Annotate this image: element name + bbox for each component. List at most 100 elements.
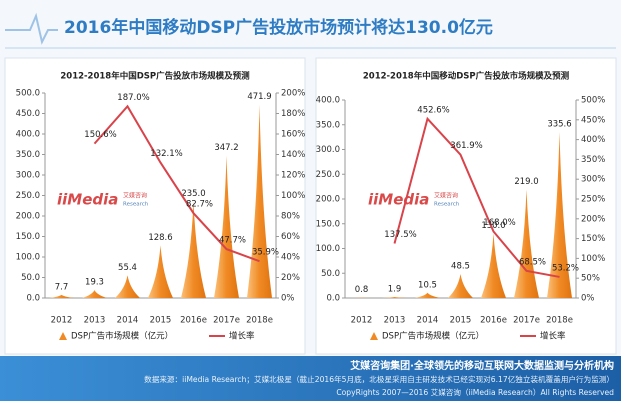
x-tick-label: 2014	[117, 316, 139, 326]
y-tick-label: 0.0	[326, 294, 340, 304]
line-value-label: 137.5%	[384, 230, 416, 240]
bar	[213, 155, 240, 298]
x-tick-label: 2017e	[213, 316, 240, 326]
bar-value-label: 471.9	[247, 92, 271, 102]
line-value-label: 68.5%	[519, 257, 546, 267]
y-tick-label: 250.0	[316, 170, 340, 180]
bar-value-label: 130.0	[481, 221, 505, 231]
x-tick-label: 2017e	[513, 316, 540, 326]
line-value-label: 53.2%	[552, 263, 579, 273]
bar-value-label: 10.5	[418, 280, 437, 290]
y-tick-label: 350.0	[16, 150, 40, 160]
footer-slogan: 艾媒咨询集团·全球领先的移动互联网大数据监测与分析机构	[350, 359, 614, 372]
x-tick-label: 2013	[84, 316, 106, 326]
y-tick-label: 500.0	[16, 89, 40, 99]
y2-tick-label: 60%	[281, 232, 300, 242]
legend-label: DSP广告市场规模（亿元）	[71, 331, 173, 342]
legend-label: 增长率	[540, 331, 566, 342]
y-tick-label: 350.0	[316, 120, 340, 130]
x-tick-label: 2018e	[246, 316, 273, 326]
watermark-en: Research	[434, 202, 460, 208]
header-icon	[5, 12, 58, 45]
bar	[381, 297, 408, 298]
bar-value-label: 235.0	[181, 189, 205, 199]
header-title: 2016年中国移动DSP广告投放市场预计将达130.0亿元	[64, 17, 493, 38]
watermark-en: Research	[123, 202, 149, 208]
y2-tick-label: 120%	[281, 171, 305, 181]
y-tick-label: 400.0	[316, 96, 340, 106]
y2-tick-label: 80%	[281, 212, 300, 222]
line-value-label: 150.6%	[84, 130, 116, 140]
bar-value-label: 55.4	[118, 263, 137, 273]
line-value-label: 452.6%	[417, 105, 449, 115]
y2-tick-label: 250%	[581, 195, 605, 205]
y-tick-label: 100.0	[16, 253, 40, 263]
y-tick-label: 400.0	[16, 130, 40, 140]
y-tick-label: 250.0	[16, 191, 40, 201]
x-tick-label: 2012	[351, 316, 373, 326]
y2-tick-label: 100%	[581, 254, 605, 264]
bar-value-label: 0.8	[355, 285, 369, 295]
line-value-label: 47.7%	[219, 236, 246, 246]
bar	[513, 189, 540, 298]
line-value-label: 187.0%	[117, 93, 149, 103]
watermark-cn: 艾媒咨询	[434, 192, 458, 200]
x-tick-label: 2013	[384, 316, 406, 326]
line-value-label: 132.1%	[150, 149, 182, 159]
x-tick-label: 2012	[51, 316, 73, 326]
y-tick-label: 200.0	[316, 195, 340, 205]
y2-tick-label: 160%	[281, 130, 305, 140]
growth-line	[93, 104, 260, 263]
y2-tick-label: 50%	[581, 274, 600, 284]
y2-tick-label: 500%	[581, 96, 605, 106]
y2-tick-label: 200%	[581, 214, 605, 224]
footer-copyright: CopyRights 2007—2016 艾媒咨询（iiMedia Resear…	[336, 387, 614, 397]
chart-panel	[315, 57, 617, 355]
y2-tick-label: 140%	[281, 150, 305, 160]
bar-value-label: 219.0	[514, 177, 538, 187]
bar	[81, 290, 108, 298]
bar	[246, 104, 273, 299]
bar-value-label: 347.2	[214, 143, 238, 153]
y-tick-label: 150.0	[16, 232, 40, 242]
bar-value-label: 128.6	[148, 233, 172, 243]
line-value-label: 35.9%	[252, 248, 279, 258]
y-tick-label: 100.0	[316, 244, 340, 254]
chart-title: 2012-2018年中国移动DSP广告投放市场规模及预测	[363, 71, 570, 82]
y-tick-label: 200.0	[16, 212, 40, 222]
y2-tick-label: 40%	[281, 253, 300, 263]
legend-label: 增长率	[229, 331, 255, 342]
line-value-label: 82.7%	[186, 200, 213, 210]
watermark-cn: 艾媒咨询	[123, 192, 147, 200]
growth-line	[393, 116, 560, 278]
bar	[414, 292, 441, 298]
y2-tick-label: 450%	[581, 115, 605, 125]
bar-value-label: 48.5	[451, 261, 470, 271]
y-tick-label: 0.0	[26, 294, 40, 304]
bar-value-label: 7.7	[55, 282, 69, 292]
legend-swatch	[370, 332, 378, 340]
y2-tick-label: 180%	[281, 109, 305, 119]
bar	[180, 201, 207, 298]
x-tick-label: 2014	[417, 316, 439, 326]
bar-value-label: 335.6	[547, 119, 571, 129]
bar	[546, 131, 573, 298]
y2-tick-label: 100%	[281, 191, 305, 201]
x-tick-label: 2016e	[480, 316, 507, 326]
bar-value-label: 19.3	[85, 278, 104, 288]
x-tick-label: 2015	[150, 316, 172, 326]
y2-tick-label: 20%	[281, 273, 300, 283]
watermark-brand: iiMedia	[57, 191, 118, 209]
bar	[480, 233, 507, 298]
x-tick-label: 2015	[450, 316, 472, 326]
y2-tick-label: 150%	[581, 234, 605, 244]
y-tick-label: 300.0	[16, 171, 40, 181]
bar	[447, 273, 474, 298]
chart-panel	[4, 57, 306, 355]
y-tick-label: 450.0	[16, 109, 40, 119]
y2-tick-label: 200%	[281, 89, 305, 99]
y-tick-label: 50.0	[321, 269, 340, 279]
footer-bar	[0, 356, 621, 401]
y2-tick-label: 0%	[281, 294, 295, 304]
